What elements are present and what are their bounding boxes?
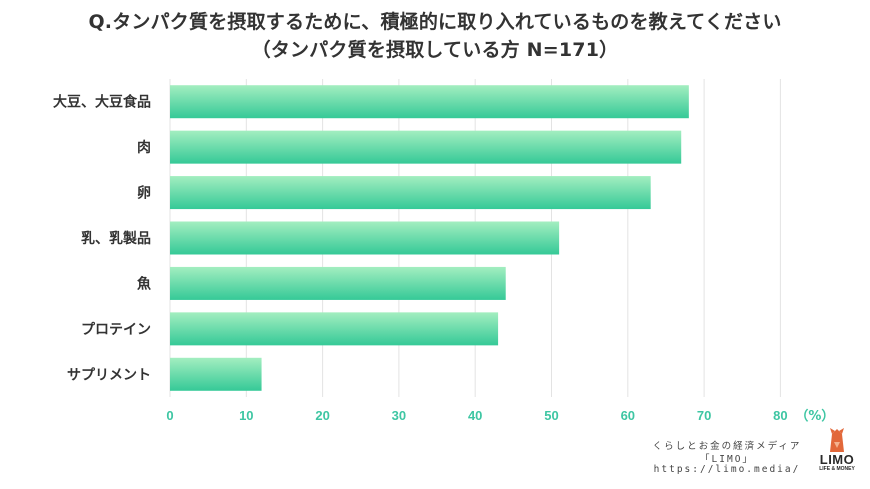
fox-icon [830,428,844,452]
bar [170,85,689,119]
bar [170,130,682,164]
category-label: 肉 [137,139,151,156]
bar [170,357,262,391]
footer-url: https://limo.media/ [653,464,801,475]
x-tick-label: 10 [239,408,253,423]
x-tick-label: 40 [468,408,482,423]
bar [170,266,506,300]
x-tick-label: 70 [697,408,711,423]
bar [170,312,499,346]
logo-word: LIMO [819,452,855,467]
bar [170,176,651,210]
x-tick-label: 60 [621,408,635,423]
x-tick-label: 80 [773,408,787,423]
chart-title-line-1: Q.タンパク質を摂取するために、積極的に取り入れているものを教えてください [88,11,782,33]
x-tick-label: 30 [392,408,406,423]
category-label: プロテイン [81,322,151,338]
x-tick-label: 20 [315,408,329,423]
category-label: 魚 [137,275,151,292]
category-label: 大豆、大豆食品 [53,94,151,111]
category-label: サプリメント [67,367,151,383]
bars [170,85,689,391]
x-axis-unit-label: （%） [795,408,834,424]
limo-logo: LIMO LIFE & MONEY [812,428,862,476]
footer-tagline: くらしとお金の経済メディア [652,441,802,452]
chart-title-line-2: （タンパク質を摂取している方 N=171） [251,39,619,61]
category-label: 乳、乳製品 [81,230,151,247]
bar [170,221,560,255]
footer-brand: 「LIMO」 [700,454,754,465]
x-axis-tick-labels: 0 10 20 30 40 50 60 70 80 （%） [166,408,834,424]
logo-subtext: LIFE & MONEY [819,466,855,472]
category-label: 卵 [137,185,151,202]
x-tick-label: 0 [166,408,173,423]
x-tick-label: 50 [544,408,558,423]
